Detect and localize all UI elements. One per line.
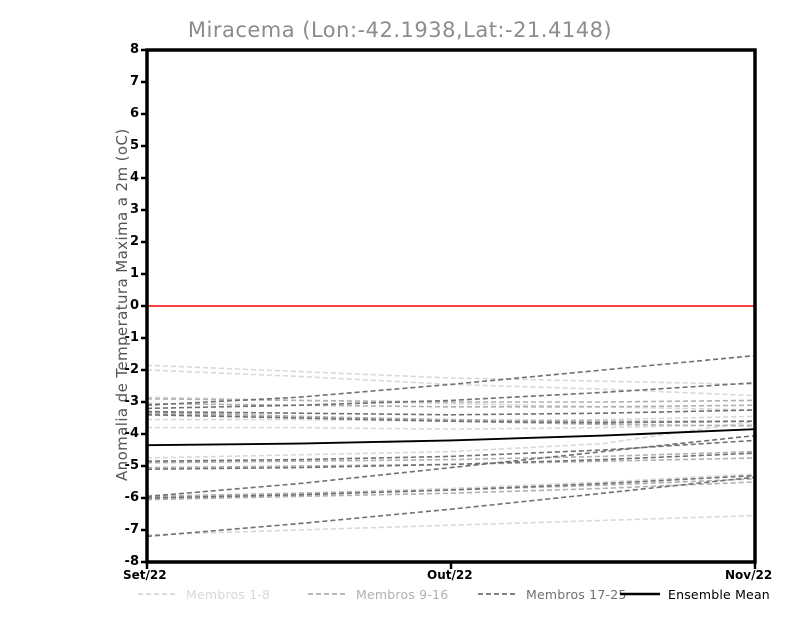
y-tick-label: -4 — [124, 426, 139, 441]
ensemble-member-line — [147, 434, 755, 498]
y-tick-label: 2 — [129, 234, 139, 249]
y-tick-label: 7 — [129, 74, 139, 89]
chart-legend: Membros 1-8 Membros 9-16 Membros 17-25 Ense… — [130, 584, 780, 606]
ensemble-mean-line — [147, 428, 755, 447]
legend-entry: Ensemble Mean — [620, 584, 770, 604]
ensemble-member-line — [147, 481, 755, 501]
y-tick-label: -1 — [124, 330, 139, 345]
ensemble-member-line — [147, 354, 755, 406]
ensemble-member-line — [147, 420, 755, 459]
legend-entry: Membros 17-25 — [478, 584, 627, 604]
ensemble-member-line — [147, 414, 755, 424]
legend-entry: Membros 1-8 — [138, 584, 270, 604]
y-tick-label: -2 — [124, 362, 139, 377]
ensemble-member-line — [147, 473, 755, 498]
ensemble-member-line — [147, 452, 755, 470]
ensemble-member-line — [147, 476, 755, 538]
ensemble-member-line — [147, 412, 755, 422]
ensemble-member-line — [147, 364, 755, 386]
y-tick-label: 1 — [129, 266, 139, 281]
legend-label: Ensemble Mean — [668, 586, 770, 602]
ensemble-member-line — [147, 439, 755, 462]
x-tick-label: Nov/22 — [725, 568, 773, 582]
ensemble-member-line — [147, 409, 755, 416]
ensemble-member-line — [147, 514, 755, 536]
ensemble-member-line — [147, 450, 755, 464]
y-tick-label: -7 — [124, 522, 139, 537]
legend-label: Membros 17-25 — [526, 586, 627, 602]
x-tick-label: Set/22 — [123, 568, 167, 582]
x-tick-label: Out/22 — [427, 568, 473, 582]
chart-title: Miracema (Lon:-42.1938,Lat:-21.4148) — [187, 18, 613, 42]
y-tick-label: -6 — [124, 490, 139, 505]
y-tick-label: -5 — [124, 458, 139, 473]
legend-label: Membros 9-16 — [356, 586, 449, 602]
y-tick-label: 8 — [129, 42, 139, 57]
ensemble-member-line — [147, 474, 755, 499]
y-tick-label: 6 — [129, 106, 139, 121]
y-tick-label: 4 — [129, 170, 139, 185]
legend-entry: Membros 9-16 — [308, 584, 448, 604]
ensemble-member-line — [147, 396, 755, 411]
ensemble-member-line — [147, 402, 755, 408]
ensemble-member-line — [147, 423, 755, 431]
y-tick-label: -8 — [124, 554, 139, 569]
y-tick-label: 0 — [129, 298, 139, 313]
legend-label: Membros 1-8 — [186, 586, 271, 602]
ensemble-member-line — [147, 398, 755, 403]
y-tick-label: 3 — [129, 202, 139, 217]
y-tick-label: 5 — [129, 138, 139, 153]
y-tick-label: -3 — [124, 394, 139, 409]
ensemble-member-line — [147, 382, 755, 410]
